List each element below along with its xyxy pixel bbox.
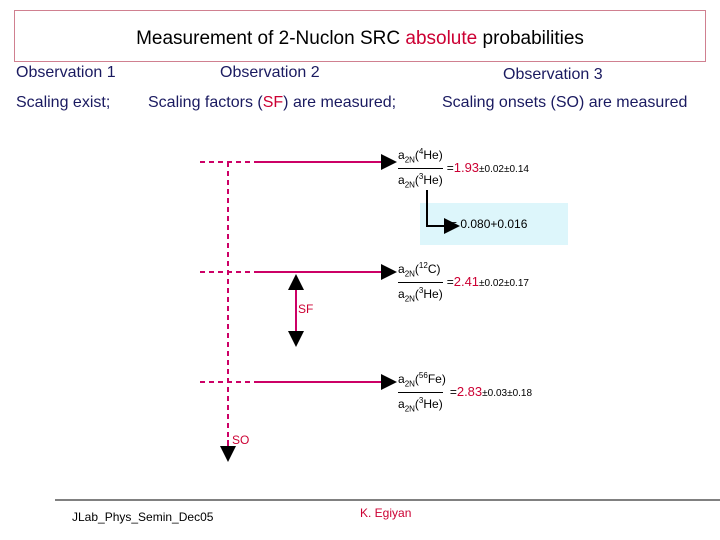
ratio-part: 56 [418,371,428,380]
ratio-part: 3 [418,396,424,406]
ratio-part: He) [423,173,443,188]
ratio-part: a [398,397,405,412]
ratio-result: =1.93±0.02±0.14 [446,159,529,175]
ratio-part: C) [427,262,441,276]
footer-text: K. Egiyan [360,506,412,520]
ratio-part: ( [414,262,419,276]
ratio-part: a [398,148,405,162]
ratio-part: 2N [404,269,415,279]
ratio-result: =2.83±0.03±0.18 [449,383,533,399]
footer-text: JLab_Phys_Semin_Dec05 [72,510,214,524]
equals: = [449,384,457,399]
title-highlight: absolute [405,28,478,49]
ratio-part: a [398,173,405,188]
ratio-part: He) [423,287,443,302]
result-text: = 0.080+0.016 [450,217,528,231]
ratio-num: a2N(56Fe) [398,371,446,389]
title-text: Measurement of 2-Nuclon SRC [136,28,406,49]
ratio-part: 4 [418,147,424,156]
ratio-part: a [398,287,405,302]
ratio-error: ±0.03±0.18 [482,387,533,399]
observation-heading: Observation 3 [503,66,603,83]
ratio-den: a2N(3He) [398,392,443,417]
ratio: a2N(56Fe) a2N(3He)=2.83±0.03±0.18 [398,368,532,418]
ratio-den: a2N(3He) [398,282,443,307]
ratio-part: ( [414,173,419,188]
ratio-num: a2N(4He) [398,147,443,165]
ratio-part: 3 [418,286,424,296]
title: Measurement of 2-Nuclon SRC absolute pro… [14,28,706,50]
ratio-error: ±0.02±0.14 [479,163,529,175]
ratio-part: 12 [418,261,428,270]
ratio-value: 2.41 [453,273,480,289]
ratio-part: ( [414,372,419,386]
ratio-part: ( [414,148,419,162]
ratio-part: 3 [418,172,424,182]
title-text: probabilities [477,28,584,49]
ratio-part: ( [414,287,419,302]
ratio-part: Fe) [427,372,446,386]
fraction: a2N(12C) a2N(3He) [398,258,443,308]
observation-text: Scaling factors (SF) are measured; [148,94,396,112]
observation-text: Scaling exist; [16,94,111,111]
ratio-part: 2N [404,180,415,190]
ratio-value: 2.83 [456,383,483,399]
title-box [14,10,706,62]
ratio-part: 2N [404,379,415,389]
observation-heading: Observation 1 [16,64,116,81]
equals: = [446,160,454,175]
ratio-part: 2N [404,155,415,165]
ratio-part: 2N [404,294,415,304]
ratio-den: a2N(3He) [398,168,443,193]
observation-text: Scaling onsets (SO) are measured [442,94,688,111]
sf-label: SF [298,302,314,316]
ratio-part: a [398,262,405,276]
text-highlight: SF [262,94,284,111]
ratio-part: ( [414,397,419,412]
ratio-result: =2.41±0.02±0.17 [446,273,529,289]
ratio-part: He) [423,148,443,162]
text-part: Scaling factors ( [148,94,263,111]
ratio-part: He) [423,397,443,412]
arrow [426,190,460,234]
observation-heading: Observation 2 [220,64,320,81]
text-part: ) are measured; [283,94,397,111]
ratio: a2N(12C) a2N(3He)=2.41±0.02±0.17 [398,258,529,308]
equals: = [446,274,454,289]
ratio-part: a [398,372,405,386]
ratio-error: ±0.02±0.17 [479,277,529,289]
ratio: a2N(4He) a2N(3He)=1.93±0.02±0.14 [398,144,529,194]
fraction: a2N(56Fe) a2N(3He) [398,368,446,418]
fraction: a2N(4He) a2N(3He) [398,144,443,194]
so-label: SO [232,433,250,447]
ratio-value: 1.93 [453,159,480,175]
ratio-num: a2N(12C) [398,261,441,279]
ratio-part: 2N [404,404,415,414]
